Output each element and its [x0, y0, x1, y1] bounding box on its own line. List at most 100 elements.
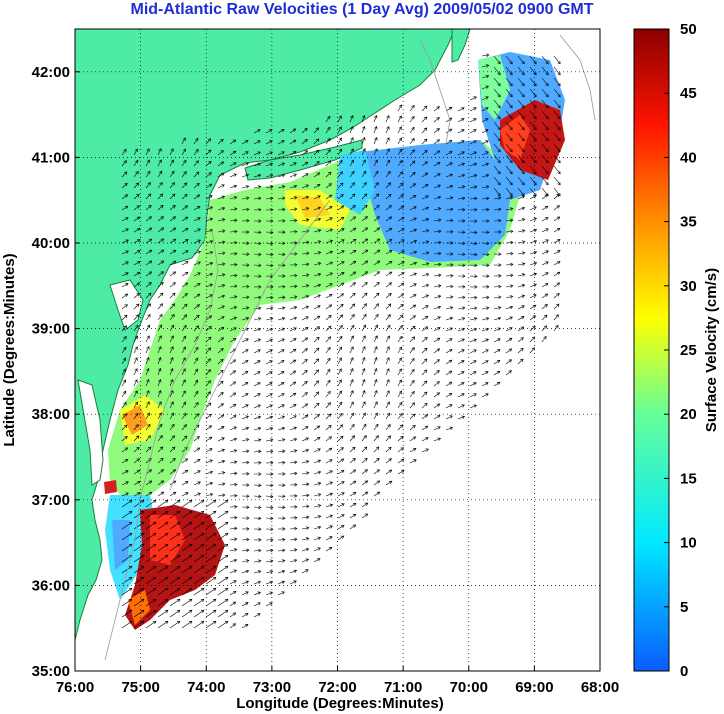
- velocity-arrow: [277, 338, 285, 343]
- velocity-arrow-head: [282, 449, 286, 454]
- velocity-arrow-head: [134, 335, 139, 340]
- velocity-arrow: [181, 303, 188, 310]
- velocity-arrow: [145, 205, 152, 211]
- velocity-arrow: [121, 390, 127, 398]
- velocity-arrow: [157, 390, 162, 398]
- velocity-arrow: [145, 282, 152, 288]
- velocity-arrow-head: [339, 412, 343, 417]
- velocity-arrow-head: [234, 515, 238, 520]
- velocity-arrow: [157, 238, 164, 244]
- velocity-arrow-head: [257, 382, 261, 386]
- velocity-arrow: [313, 425, 320, 431]
- velocity-arrow-head: [220, 326, 225, 330]
- velocity-arrow-head: [140, 565, 145, 570]
- velocity-arrow-head: [304, 359, 308, 363]
- velocity-arrow-head: [363, 423, 367, 428]
- velocity-arrow: [265, 550, 273, 552]
- velocity-arrow: [313, 251, 321, 255]
- velocity-arrow-head: [533, 104, 537, 109]
- velocity-arrow-head: [521, 273, 526, 277]
- velocity-arrow-head: [209, 481, 214, 486]
- velocity-arrow-head: [257, 404, 261, 408]
- velocity-arrow-head: [258, 241, 262, 246]
- velocity-arrow: [457, 197, 465, 200]
- velocity-arrow-head: [158, 324, 162, 329]
- velocity-arrow-head: [135, 159, 139, 164]
- velocity-arrow-head: [257, 129, 261, 133]
- velocity-arrow: [409, 391, 415, 398]
- velocity-arrow-head: [269, 415, 274, 420]
- velocity-arrow-head: [438, 273, 442, 278]
- velocity-arrow: [505, 316, 513, 321]
- velocity-arrow-head: [221, 459, 226, 464]
- velocity-arrow-head: [234, 493, 238, 498]
- velocity-arrow: [337, 535, 344, 541]
- velocity-arrow-head: [282, 230, 286, 234]
- velocity-arrow: [361, 379, 365, 387]
- velocity-arrow: [517, 77, 525, 87]
- velocity-arrow-head: [509, 192, 513, 197]
- velocity-arrow-head: [135, 303, 140, 308]
- velocity-arrow-head: [137, 261, 141, 265]
- velocity-arrow: [205, 326, 212, 332]
- velocity-arrow: [529, 195, 537, 200]
- velocity-arrow-head: [341, 492, 345, 496]
- velocity-arrow-head: [374, 148, 378, 152]
- velocity-arrow-head: [398, 357, 402, 361]
- velocity-arrow: [409, 294, 417, 299]
- velocity-arrow-head: [140, 532, 145, 537]
- velocity-arrow-head: [294, 516, 298, 520]
- velocity-arrow-head: [293, 151, 297, 155]
- velocity-arrow-head: [270, 219, 274, 223]
- velocity-arrow-head: [185, 481, 189, 485]
- velocity-arrow: [253, 253, 261, 255]
- velocity-arrow-head: [437, 426, 441, 430]
- velocity-arrow: [517, 132, 525, 142]
- velocity-arrow: [205, 149, 212, 156]
- velocity-arrow-head: [486, 53, 490, 58]
- velocity-arrow: [133, 171, 139, 178]
- velocity-arrow-head: [195, 401, 199, 406]
- velocity-arrow: [505, 274, 513, 277]
- velocity-arrow-head: [315, 127, 320, 131]
- velocity-arrow-head: [182, 335, 187, 340]
- velocity-arrow: [265, 174, 273, 178]
- velocity-arrow-head: [497, 71, 501, 76]
- velocity-arrow: [517, 218, 525, 222]
- velocity-arrow: [205, 206, 213, 211]
- velocity-arrow-head: [328, 546, 333, 551]
- velocity-arrow: [361, 412, 366, 420]
- velocity-arrow: [145, 424, 151, 431]
- velocity-arrow: [241, 317, 249, 321]
- velocity-arrow-head: [317, 525, 322, 530]
- velocity-arrow-head: [233, 537, 238, 542]
- velocity-arrow: [553, 261, 561, 266]
- velocity-arrow: [169, 303, 175, 310]
- velocity-arrow: [505, 176, 513, 186]
- velocity-arrow: [253, 371, 261, 376]
- velocity-arrow-head: [269, 427, 274, 431]
- velocity-arrow-head: [245, 580, 250, 584]
- velocity-arrow-head: [375, 182, 379, 186]
- velocity-arrow: [133, 194, 140, 200]
- velocity-arrow-head: [305, 316, 309, 320]
- velocity-arrow-head: [449, 295, 454, 299]
- velocity-arrow-head: [317, 504, 322, 508]
- velocity-arrow-head: [317, 206, 321, 210]
- velocity-arrow: [337, 336, 343, 343]
- velocity-arrow: [301, 392, 308, 398]
- velocity-arrow-head: [183, 424, 187, 428]
- velocity-arrow-head: [122, 379, 126, 384]
- velocity-arrow: [217, 532, 229, 541]
- velocity-arrow-head: [521, 71, 525, 76]
- velocity-arrow-head: [486, 263, 490, 268]
- velocity-arrow-head: [294, 273, 298, 278]
- velocity-arrow-head: [423, 138, 428, 143]
- velocity-arrow: [313, 437, 321, 442]
- velocity-arrow-head: [350, 379, 354, 383]
- velocity-arrow-head: [411, 368, 415, 373]
- velocity-arrow: [241, 438, 249, 442]
- velocity-arrow-head: [329, 250, 334, 255]
- velocity-arrow-head: [184, 303, 188, 308]
- velocity-arrow: [289, 461, 297, 464]
